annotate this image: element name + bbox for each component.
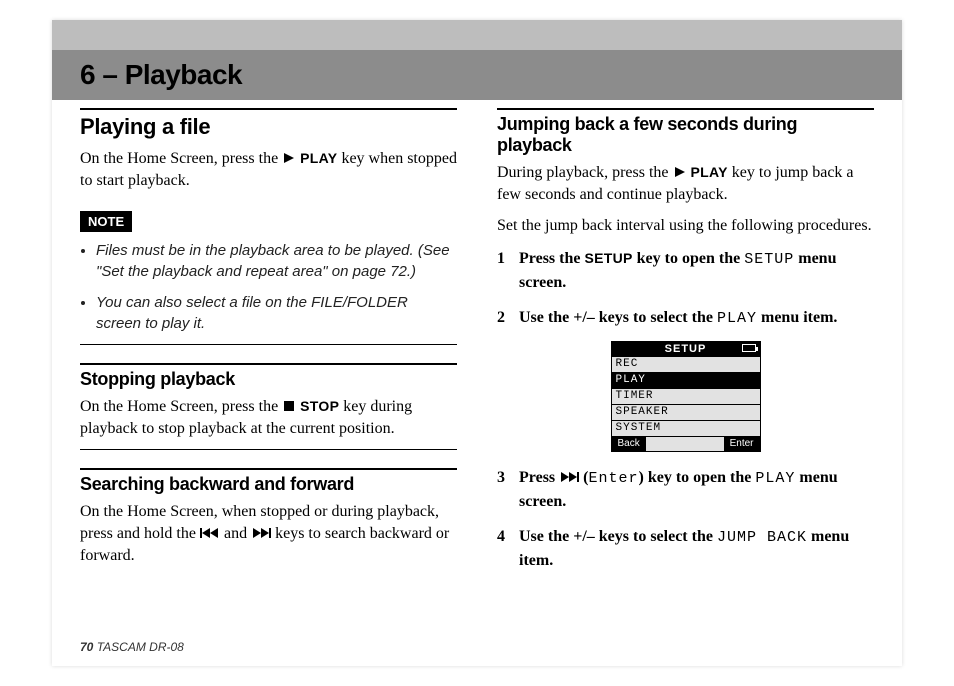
chapter-title: 6 – Playback <box>80 59 242 91</box>
note-item: You can also select a file on the FILE/F… <box>96 292 457 334</box>
lcd-row-rec: REC <box>612 357 760 373</box>
product-model: TASCAM DR-08 <box>97 640 184 654</box>
text: On the Home Screen, press the <box>80 150 282 167</box>
subsection-searching: Searching backward and forward <box>80 468 457 495</box>
battery-icon <box>742 344 756 352</box>
step-4: Use the +/– keys to select the JUMP BACK… <box>497 525 874 572</box>
note-badge: NOTE <box>80 211 132 232</box>
lcd-row-system: SYSTEM <box>612 421 760 437</box>
paragraph-searching: On the Home Screen, when stopped or duri… <box>80 501 457 566</box>
divider <box>80 449 457 450</box>
top-margin-bar <box>52 20 902 50</box>
lcd-softkey-enter: Enter <box>724 437 760 451</box>
subsection-jumping-back: Jumping back a few seconds during playba… <box>497 108 874 156</box>
page-number: 70 <box>80 640 93 654</box>
setup-key-label: SETUP <box>584 250 632 266</box>
paragraph-stopping: On the Home Screen, press the STOP key d… <box>80 396 457 439</box>
stop-icon <box>282 400 296 412</box>
procedure-steps-continued: Press (Enter) key to open the PLAY menu … <box>497 466 874 572</box>
section-playing-a-file: Playing a file <box>80 108 457 140</box>
stop-key-label: STOP <box>300 398 339 414</box>
text: and <box>224 525 251 542</box>
page-footer: 70 TASCAM DR-08 <box>80 640 184 654</box>
procedure-steps: Press the SETUP key to open the SETUP me… <box>497 247 874 330</box>
play-icon <box>673 166 687 178</box>
lcd-row-speaker: SPEAKER <box>612 405 760 421</box>
text: Press the <box>519 250 584 267</box>
paragraph-set-interval: Set the jump back interval using the fol… <box>497 215 874 237</box>
paragraph-playing: On the Home Screen, press the PLAY key w… <box>80 148 457 191</box>
lcd-row-timer: TIMER <box>612 389 760 405</box>
enter-key-label: Enter <box>588 470 638 487</box>
lcd-softkey-back: Back <box>612 437 646 451</box>
menu-name-setup: SETUP <box>744 251 794 268</box>
play-key-label: PLAY <box>300 150 337 166</box>
lcd-title: SETUP <box>665 343 707 355</box>
text: Use the +/– keys to select the <box>519 528 717 545</box>
step-1: Press the SETUP key to open the SETUP me… <box>497 247 874 294</box>
lcd-title-bar: SETUP <box>612 342 760 357</box>
right-column: Jumping back a few seconds during playba… <box>497 108 874 636</box>
lcd-screenshot: SETUP REC PLAY TIMER SPEAKER SYSTEM Back… <box>611 341 761 452</box>
play-key-label: PLAY <box>691 164 728 180</box>
play-icon <box>282 152 296 164</box>
menu-name-play: PLAY <box>755 470 795 487</box>
text: Use the +/– keys to select the <box>519 309 717 326</box>
note-item: Files must be in the playback area to be… <box>96 240 457 282</box>
rewind-icon <box>200 527 220 539</box>
text: During playback, press the <box>497 164 673 181</box>
text: ) key to open the <box>638 469 755 486</box>
fast-forward-icon <box>251 527 271 539</box>
text: key to open the <box>633 250 745 267</box>
step-3: Press (Enter) key to open the PLAY menu … <box>497 466 874 513</box>
step-2: Use the +/– keys to select the PLAY menu… <box>497 306 874 330</box>
lcd-row-play-selected: PLAY <box>612 373 760 389</box>
divider <box>80 344 457 345</box>
menu-name-jumpback: JUMP BACK <box>717 529 807 546</box>
manual-page: 6 – Playback Playing a file On the Home … <box>52 20 902 666</box>
content-columns: Playing a file On the Home Screen, press… <box>80 108 874 636</box>
fast-forward-icon <box>559 471 579 483</box>
text: menu item. <box>757 309 837 326</box>
note-list: Files must be in the playback area to be… <box>96 240 457 334</box>
chapter-header-bar: 6 – Playback <box>52 50 902 100</box>
text: Press <box>519 469 559 486</box>
text: On the Home Screen, press the <box>80 398 282 415</box>
subsection-stopping: Stopping playback <box>80 363 457 390</box>
paragraph-jump: During playback, press the PLAY key to j… <box>497 162 874 205</box>
menu-name-play: PLAY <box>717 310 757 327</box>
lcd-footer: Back Enter <box>612 437 760 451</box>
left-column: Playing a file On the Home Screen, press… <box>80 108 457 636</box>
